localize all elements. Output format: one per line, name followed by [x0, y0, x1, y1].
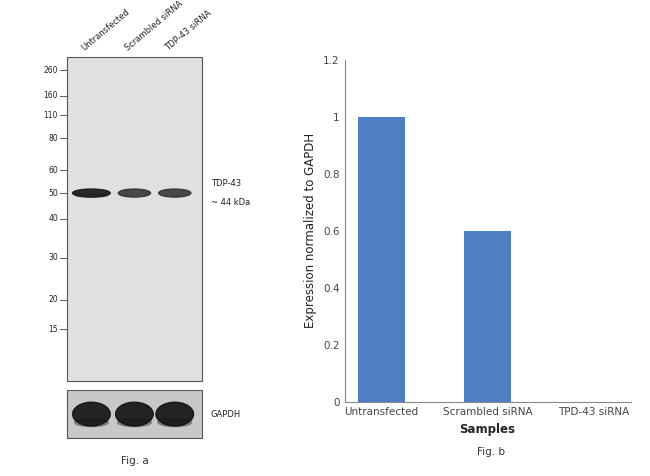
Text: Untransfected: Untransfected: [80, 7, 132, 52]
Ellipse shape: [75, 194, 107, 197]
Text: Fig. b: Fig. b: [476, 447, 505, 457]
Ellipse shape: [158, 418, 192, 426]
Ellipse shape: [73, 402, 110, 426]
Bar: [463, 231, 512, 402]
Ellipse shape: [75, 418, 109, 426]
Text: 110: 110: [44, 111, 58, 120]
Ellipse shape: [116, 402, 153, 426]
Text: 15: 15: [48, 325, 58, 334]
Ellipse shape: [118, 418, 151, 426]
Text: 30: 30: [48, 253, 58, 262]
Text: 40: 40: [48, 215, 58, 223]
Text: GAPDH: GAPDH: [211, 410, 241, 418]
Text: 80: 80: [48, 134, 58, 142]
Bar: [67, 390, 202, 438]
Text: Fig. a: Fig. a: [120, 456, 148, 466]
Ellipse shape: [159, 189, 191, 197]
X-axis label: Samples: Samples: [460, 423, 515, 436]
Text: Scrambled siRNA: Scrambled siRNA: [124, 0, 185, 52]
Text: 50: 50: [48, 188, 58, 198]
Text: ~ 44 kDa: ~ 44 kDa: [211, 198, 250, 207]
Text: 20: 20: [48, 296, 58, 304]
Bar: [358, 117, 405, 402]
Text: 60: 60: [48, 166, 58, 175]
Text: TDP-43 siRNA: TDP-43 siRNA: [164, 9, 213, 52]
Ellipse shape: [73, 189, 110, 197]
Text: 260: 260: [44, 66, 58, 75]
Ellipse shape: [156, 402, 194, 426]
Bar: [67, 57, 202, 381]
Ellipse shape: [118, 189, 151, 197]
Text: TDP-43: TDP-43: [211, 179, 241, 188]
Text: 160: 160: [44, 91, 58, 100]
Y-axis label: Expression normalized to GAPDH: Expression normalized to GAPDH: [304, 133, 317, 328]
